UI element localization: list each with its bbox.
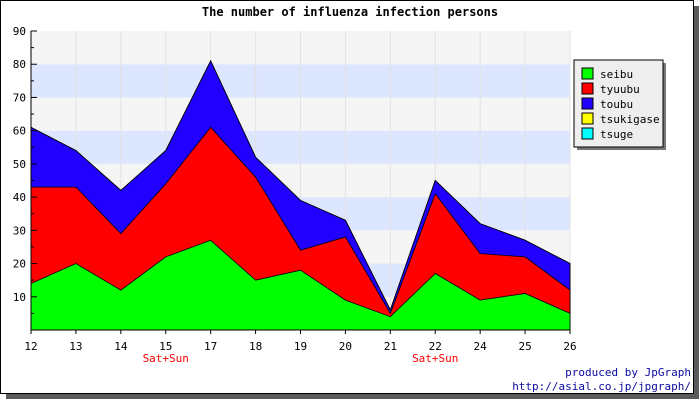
legend-label-toubu: toubu — [600, 98, 633, 111]
y-tick-label: 10 — [13, 291, 26, 304]
x-tick-label: 14 — [114, 340, 128, 353]
category-notes: Sat+Sun Sat+Sun — [143, 352, 459, 365]
legend-label-tsukigase: tsukigase — [600, 113, 660, 126]
x-tick-label: 24 — [474, 340, 488, 353]
legend-swatch-tsuge — [581, 127, 594, 140]
frame-shadow-bottom — [6, 394, 699, 399]
credit-line-1: produced by JpGraph — [565, 366, 691, 379]
y-tick-labels: 10 20 30 40 50 60 70 80 90 — [13, 25, 26, 304]
y-tick-label: 20 — [13, 258, 26, 271]
y-tick-label: 50 — [13, 158, 26, 171]
x-tick-label: 26 — [563, 340, 576, 353]
legend-label-seibu: seibu — [600, 68, 633, 81]
x-tick-label: 15 — [159, 340, 172, 353]
x-tick-label: 18 — [249, 340, 262, 353]
credit-line-2[interactable]: http://asial.co.jp/jpgraph/ — [512, 380, 691, 393]
chart-title: The number of influenza infection person… — [202, 5, 498, 19]
stacked-areas — [30, 59, 571, 331]
x-tick-label: 17 — [204, 340, 217, 353]
y-tick-label: 80 — [13, 58, 26, 71]
x-tick-labels: 12 13 14 15 17 18 19 20 21 22 24 25 26 — [24, 340, 576, 353]
legend: seibu tyuubu toubu tsukigase tsuge — [573, 59, 666, 150]
y-tick-label: 90 — [13, 25, 26, 38]
legend-swatch-tsukigase — [581, 112, 594, 125]
y-tick-label: 60 — [13, 125, 26, 138]
y-tick-label: 30 — [13, 224, 26, 237]
x-tick-label: 13 — [69, 340, 82, 353]
category-note: Sat+Sun — [412, 352, 458, 365]
area-seibu — [30, 239, 571, 331]
x-tick-label: 22 — [429, 340, 442, 353]
x-tick-label: 25 — [518, 340, 531, 353]
legend-label-tsuge: tsuge — [600, 128, 633, 141]
legend-swatch-toubu — [581, 97, 594, 110]
x-tick-label: 21 — [384, 340, 397, 353]
legend-swatch-tyuubu — [581, 82, 594, 95]
x-tick-label: 20 — [339, 340, 352, 353]
y-tick-label: 70 — [13, 91, 26, 104]
y-tick-label: 40 — [13, 191, 26, 204]
legend-label-tyuubu: tyuubu — [600, 83, 640, 96]
x-tick-label: 19 — [294, 340, 307, 353]
frame-shadow-right — [694, 6, 699, 398]
axes — [30, 30, 571, 334]
category-note: Sat+Sun — [143, 352, 189, 365]
legend-swatch-seibu — [581, 67, 594, 80]
x-tick-label: 12 — [24, 340, 37, 353]
